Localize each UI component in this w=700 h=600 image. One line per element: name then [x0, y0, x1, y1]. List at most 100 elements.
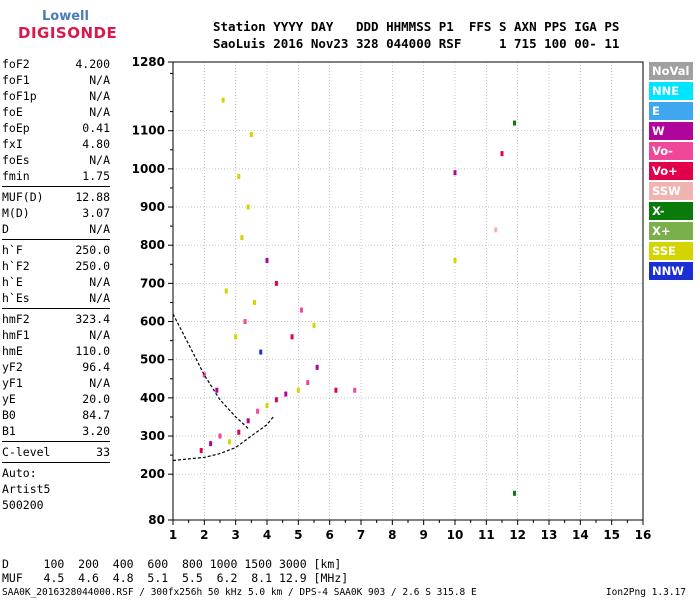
y-tick-label: 800: [140, 238, 165, 252]
y-tick-label: 900: [140, 200, 165, 214]
param-name: B0: [2, 408, 16, 422]
echo-point: [252, 299, 256, 305]
echo-point: [334, 387, 338, 393]
echo-point: [513, 120, 517, 126]
param-name: hmE: [2, 344, 23, 358]
param-value: N/A: [89, 328, 110, 342]
echo-point: [256, 408, 260, 414]
param-row: foF1 N/A: [2, 72, 110, 88]
x-tick-label: 1: [169, 528, 177, 542]
echo-point: [249, 132, 253, 138]
parameter-panel: foF2 4.200 foF1 N/A foF1p N/A foE N/A foEp 0.41 fx…: [2, 56, 110, 513]
x-tick-label: 5: [294, 528, 302, 542]
param-value: N/A: [89, 376, 110, 390]
echo-point: [224, 288, 228, 294]
param-row: h`Es N/A: [2, 290, 110, 306]
echo-point: [290, 334, 294, 340]
logo-digisonde-text: DIGISONDE: [18, 24, 118, 42]
profile-curve: [172, 313, 249, 429]
param-name: foF1: [2, 73, 30, 87]
param-name: foF1p: [2, 89, 37, 103]
x-tick-label: 14: [572, 528, 589, 542]
param-value: 3.20: [82, 424, 110, 438]
param-value: N/A: [89, 89, 110, 103]
profile-curve: [172, 416, 274, 462]
param-name: fmin: [2, 169, 30, 183]
param-name: h`F: [2, 243, 23, 257]
x-tick-label: 9: [419, 528, 427, 542]
param-value: 1.75: [82, 169, 110, 183]
param-name: hmF1: [2, 328, 30, 342]
param-name: hmF2: [2, 312, 30, 326]
param-value: 250.0: [75, 259, 110, 273]
legend-item: Vo+: [649, 162, 693, 180]
param-name: foEp: [2, 121, 30, 135]
param-divider: [2, 308, 110, 309]
param-name: h`E: [2, 275, 23, 289]
param-row: h`F 250.0: [2, 242, 110, 258]
header-values: SaoLuis 2016 Nov23 328 044000 RSF 1 715 …: [213, 36, 620, 51]
param-divider: [2, 462, 110, 463]
echo-point: [513, 490, 517, 496]
param-name: h`Es: [2, 291, 30, 305]
param-row: foE N/A: [2, 104, 110, 120]
param-row: M(D) 3.07: [2, 205, 110, 221]
y-tick-label: 1280: [132, 55, 165, 69]
param-divider: [2, 441, 110, 442]
param-value: 323.4: [75, 312, 110, 326]
param-row: foEs N/A: [2, 152, 110, 168]
param-row: fmin 1.75: [2, 168, 110, 184]
param-row: yF1 N/A: [2, 375, 110, 391]
param-row: h`F2 250.0: [2, 258, 110, 274]
param-value: 110.0: [75, 344, 110, 358]
x-tick-label: 8: [388, 528, 396, 542]
y-tick-label: 600: [140, 315, 165, 329]
echo-point: [259, 349, 263, 355]
param-value: 4.200: [75, 57, 110, 71]
param-value: N/A: [89, 222, 110, 236]
param-row: B1 3.20: [2, 423, 110, 439]
echo-point: [209, 441, 213, 447]
echo-point: [453, 170, 457, 176]
echo-point: [299, 307, 303, 313]
param-row: C-level 33: [2, 444, 110, 460]
legend-item: NNW: [649, 262, 693, 280]
polarization-legend: NoVal NNE E W Vo- Vo+ SSW X- X+ SSE NNW: [649, 62, 693, 282]
param-value: 12.88: [75, 190, 110, 204]
auto-scaling-line: Auto:: [2, 466, 37, 480]
param-row: foF2 4.200: [2, 56, 110, 72]
param-value: 33: [96, 445, 110, 459]
param-row: hmF2 323.4: [2, 311, 110, 327]
echo-point: [218, 433, 222, 439]
echo-point: [243, 319, 247, 325]
param-row: h`E N/A: [2, 274, 110, 290]
y-tick-label: 200: [140, 467, 165, 481]
y-tick-label: 300: [140, 429, 165, 443]
param-value: N/A: [89, 105, 110, 119]
param-row: yF2 96.4: [2, 359, 110, 375]
param-value: 0.41: [82, 121, 110, 135]
auto-scaling-line: Artist5: [2, 482, 51, 496]
echo-point: [240, 235, 244, 241]
chart-grid: [173, 62, 643, 520]
legend-item: E: [649, 102, 693, 120]
y-tick-label: 500: [140, 353, 165, 367]
param-name: foEs: [2, 153, 30, 167]
legend-item: NoVal: [649, 62, 693, 80]
station-header: Station YYYY DAY DDD HHMMSS P1 FFS S AXN…: [213, 18, 619, 52]
muf-row: MUF 4.5 4.6 4.8 5.1 5.5 6.2 8.1 12.9 [MH…: [2, 571, 349, 585]
param-value: N/A: [89, 291, 110, 305]
legend-item: Vo-: [649, 142, 693, 160]
logo-lowell-text: Lowell: [42, 9, 89, 24]
param-value: 3.07: [82, 206, 110, 220]
echo-point: [284, 391, 288, 397]
param-name: fxI: [2, 137, 23, 151]
x-tick-label: 6: [325, 528, 333, 542]
param-value: 250.0: [75, 243, 110, 257]
param-value: 96.4: [82, 360, 110, 374]
legend-item: X-: [649, 202, 693, 220]
y-tick-label: 1100: [132, 124, 165, 138]
param-name: yF1: [2, 376, 23, 390]
param-value: 84.7: [82, 408, 110, 422]
